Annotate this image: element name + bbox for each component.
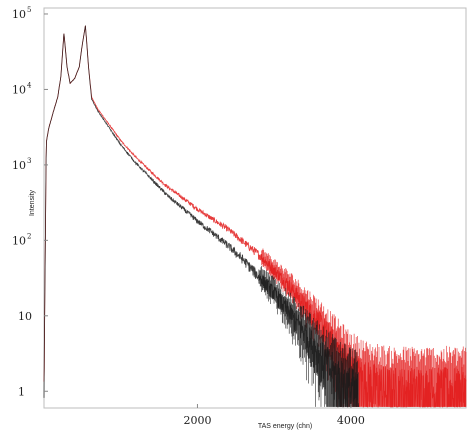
y-axis-label: Intensity xyxy=(29,189,36,216)
y-tick-exponent: 3 xyxy=(27,157,31,165)
y-tick-exponent: 5 xyxy=(27,6,31,14)
series-1-line xyxy=(43,25,467,408)
series-2 xyxy=(43,25,359,408)
x-tick-label: 4000 xyxy=(337,414,365,427)
series-1 xyxy=(43,25,467,408)
y-tick-exponent: 2 xyxy=(27,232,31,240)
plot-area xyxy=(43,7,467,409)
series-layer xyxy=(43,25,467,408)
y-tick-label: 10 xyxy=(12,234,26,247)
y-tick-label: 10 xyxy=(12,83,26,96)
y-tick-exponent: 4 xyxy=(27,81,32,89)
y-tick-label: 1 xyxy=(18,385,25,398)
y-tick-label: 10 xyxy=(18,310,32,323)
x-tick-label: 2000 xyxy=(183,414,211,427)
y-tick-label: 10 xyxy=(12,8,26,21)
y-tick-label: 10 xyxy=(12,159,26,172)
plot-frame xyxy=(43,7,467,409)
x-axis-label: TAS energy (chn) xyxy=(258,423,312,430)
